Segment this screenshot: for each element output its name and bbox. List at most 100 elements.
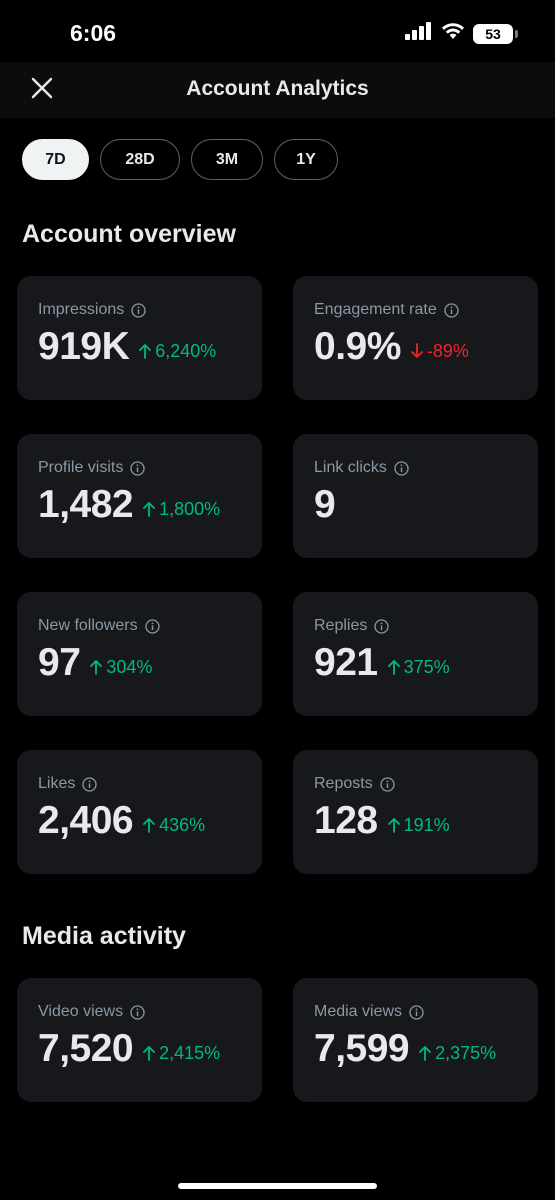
metric-row: 97 304% [38, 641, 152, 685]
metric-change: 2,375% [419, 1043, 496, 1064]
close-icon [31, 77, 53, 104]
metric-label-text: Impressions [38, 301, 125, 318]
metric-label-text: Video views [38, 1003, 124, 1020]
info-icon[interactable] [130, 460, 146, 476]
metric-value: 128 [314, 799, 378, 842]
status-time: 6:06 [70, 20, 117, 46]
info-icon[interactable] [444, 302, 459, 318]
metric-row: 7,599 2,375% [314, 1027, 496, 1071]
metric-value: 2,406 [38, 799, 134, 842]
metric-row: 9 [314, 483, 336, 527]
time-range-tabs: 7D 28D 3M 1Y [22, 139, 338, 180]
metric-change: -89% [411, 341, 469, 362]
tab-1y[interactable]: 1Y [274, 139, 338, 180]
metric-change-value: 304% [106, 656, 153, 677]
metric-change-value: 436% [159, 814, 206, 835]
metric-change-value: -89% [426, 340, 469, 361]
arrow-up-icon [90, 659, 103, 675]
metric-change-value: 6,240% [155, 340, 217, 361]
wifi-icon [441, 22, 465, 45]
metric-row: 919K 6,240% [38, 325, 216, 369]
metric-change-value: 2,375% [435, 1042, 497, 1063]
arrow-up-icon [143, 817, 156, 833]
metric-row: 7,520 2,415% [38, 1027, 220, 1071]
arrow-up-icon [419, 1045, 432, 1061]
arrow-up-icon [387, 659, 400, 675]
info-icon[interactable] [394, 460, 409, 476]
section-title-media-activity: Media activity [22, 922, 186, 950]
page-title: Account Analytics [186, 77, 369, 100]
metric-label-text: Link clicks [314, 459, 387, 476]
metric-label: Replies [314, 617, 390, 635]
metric-change: 304% [90, 657, 152, 678]
metric-label: Impressions [38, 301, 146, 319]
metric-card-profile-visits[interactable]: Profile visits 1,482 1,800% [17, 434, 262, 558]
info-icon[interactable] [144, 618, 160, 634]
metric-row: 2,406 436% [38, 799, 205, 843]
metric-card-new-followers[interactable]: New followers 97 304% [17, 592, 262, 716]
metric-change: 375% [387, 656, 450, 678]
info-icon[interactable] [130, 1004, 145, 1020]
arrow-up-icon [143, 501, 156, 517]
status-icons: 53 [405, 22, 518, 45]
metric-change-value: 375% [403, 656, 450, 677]
arrow-down-icon [411, 343, 423, 359]
metric-label: New followers [38, 617, 160, 635]
home-indicator[interactable] [178, 1183, 377, 1189]
metric-label-text: Media views [314, 1003, 403, 1020]
section-title-account-overview: Account overview [22, 220, 236, 248]
metric-value: 9 [314, 483, 336, 526]
metric-label: Likes [38, 775, 98, 793]
battery-icon: 53 [473, 23, 518, 44]
cellular-signal-icon [405, 22, 433, 45]
info-icon[interactable] [82, 776, 98, 792]
metric-change-value: 191% [403, 814, 450, 835]
metric-label-text: Profile visits [38, 459, 124, 476]
metric-label-text: Reposts [314, 775, 373, 792]
metric-value: 7,520 [38, 1027, 134, 1070]
metric-change: 1,800% [143, 499, 220, 520]
metric-card-likes[interactable]: Likes 2,406 436% [17, 750, 262, 874]
metric-card-video-views[interactable]: Video views 7,520 2,415% [17, 978, 262, 1102]
metric-value: 1,482 [38, 483, 134, 526]
metric-label: Reposts [314, 775, 395, 793]
info-icon[interactable] [380, 776, 395, 792]
metric-card-replies[interactable]: Replies 921 375% [293, 592, 538, 716]
metric-value: 0.9% [314, 325, 401, 368]
tab-7d[interactable]: 7D [22, 139, 89, 180]
metric-label-text: Engagement rate [314, 301, 437, 318]
info-icon[interactable] [409, 1004, 424, 1020]
metric-value: 97 [38, 641, 81, 684]
metric-card-media-views[interactable]: Media views 7,599 2,375% [293, 978, 538, 1102]
metric-change-value: 1,800% [159, 498, 221, 519]
arrow-up-icon [387, 817, 400, 833]
metric-label-text: Likes [38, 775, 76, 792]
metric-label: Media views [314, 1003, 424, 1021]
info-icon[interactable] [131, 302, 146, 318]
metric-value: 919K [38, 325, 130, 368]
metric-change: 2,415% [143, 1043, 220, 1064]
close-button[interactable] [26, 74, 58, 106]
metric-label: Engagement rate [314, 301, 459, 319]
metric-label: Profile visits [38, 459, 146, 477]
metric-change: 6,240% [139, 341, 216, 362]
metric-change-value: 2,415% [159, 1042, 221, 1063]
metric-card-reposts[interactable]: Reposts 128 191% [293, 750, 538, 874]
metric-row: 0.9% -89% [314, 325, 469, 369]
metric-row: 1,482 1,800% [38, 483, 220, 527]
tab-28d[interactable]: 28D [100, 139, 180, 180]
metric-card-impressions[interactable]: Impressions 919K 6,240% [17, 276, 262, 400]
arrow-up-icon [143, 1045, 156, 1061]
tab-3m[interactable]: 3M [191, 139, 263, 180]
metric-label-text: New followers [38, 617, 138, 634]
metric-value: 921 [314, 641, 378, 684]
metric-label-text: Replies [314, 617, 368, 634]
metric-card-link-clicks[interactable]: Link clicks 9 [293, 434, 538, 558]
metric-change: 436% [143, 815, 205, 836]
metric-label: Video views [38, 1003, 145, 1021]
battery-level: 53 [485, 25, 501, 42]
metric-card-engagement-rate[interactable]: Engagement rate 0.9% -89% [293, 276, 538, 400]
metric-row: 128 191% [314, 799, 450, 843]
info-icon[interactable] [374, 618, 390, 634]
status-bar: 6:06 53 [0, 0, 555, 62]
